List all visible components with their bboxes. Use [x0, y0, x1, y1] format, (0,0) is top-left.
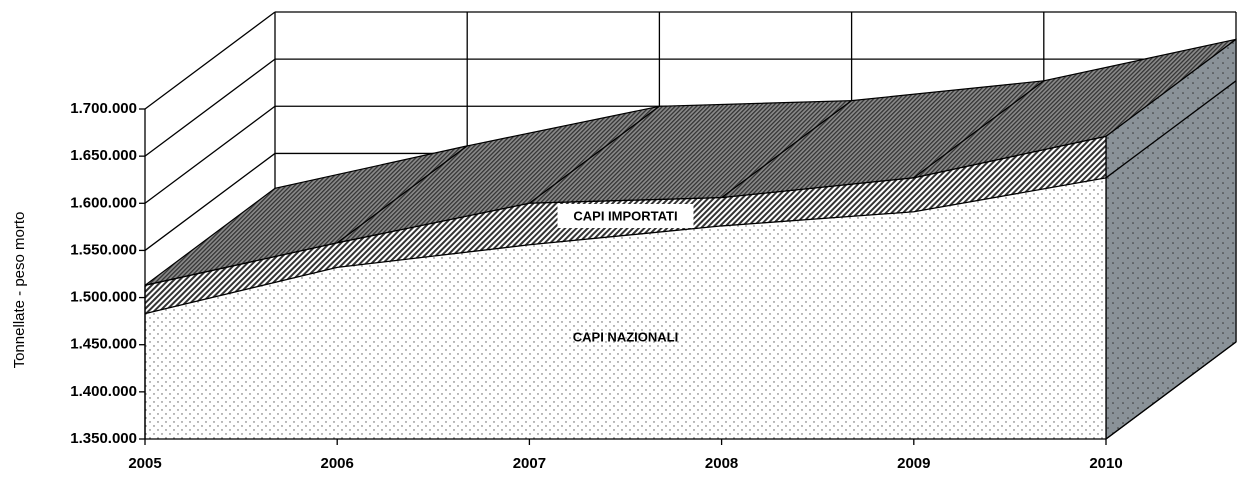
y-tick-label: 1.450.000 [70, 336, 137, 353]
label-bg [557, 204, 694, 228]
series-label: CAPI NAZIONALI [573, 329, 678, 344]
area-line [144, 135, 1107, 286]
y-tick-label: 1.400.000 [70, 383, 137, 400]
grid-line [144, 58, 276, 157]
grid-line [144, 105, 276, 204]
series-label: CAPI IMPORTATI [573, 208, 677, 223]
x-tick-label: 2005 [128, 455, 161, 472]
floor-edge [1105, 341, 1237, 440]
x-tick-label: 2008 [705, 455, 738, 472]
area-front [145, 177, 1106, 440]
x-tick-label: 2007 [513, 455, 546, 472]
y-tick-label: 1.350.000 [70, 430, 137, 447]
y-tick-label: 1.600.000 [70, 194, 137, 211]
y-tick-label: 1.650.000 [70, 147, 137, 164]
x-tick-label: 2010 [1089, 455, 1122, 472]
area-line [144, 177, 1107, 315]
grid-line [144, 152, 276, 251]
grid-line [144, 11, 276, 110]
y-tick-label: 1.500.000 [70, 289, 137, 306]
y-axis-title: Tonnellate - peso morto [11, 212, 28, 369]
x-tick-label: 2009 [897, 455, 930, 472]
y-tick-label: 1.700.000 [70, 100, 137, 117]
side-split [1105, 80, 1237, 179]
y-tick-label: 1.550.000 [70, 241, 137, 258]
x-tick-label: 2006 [321, 455, 354, 472]
